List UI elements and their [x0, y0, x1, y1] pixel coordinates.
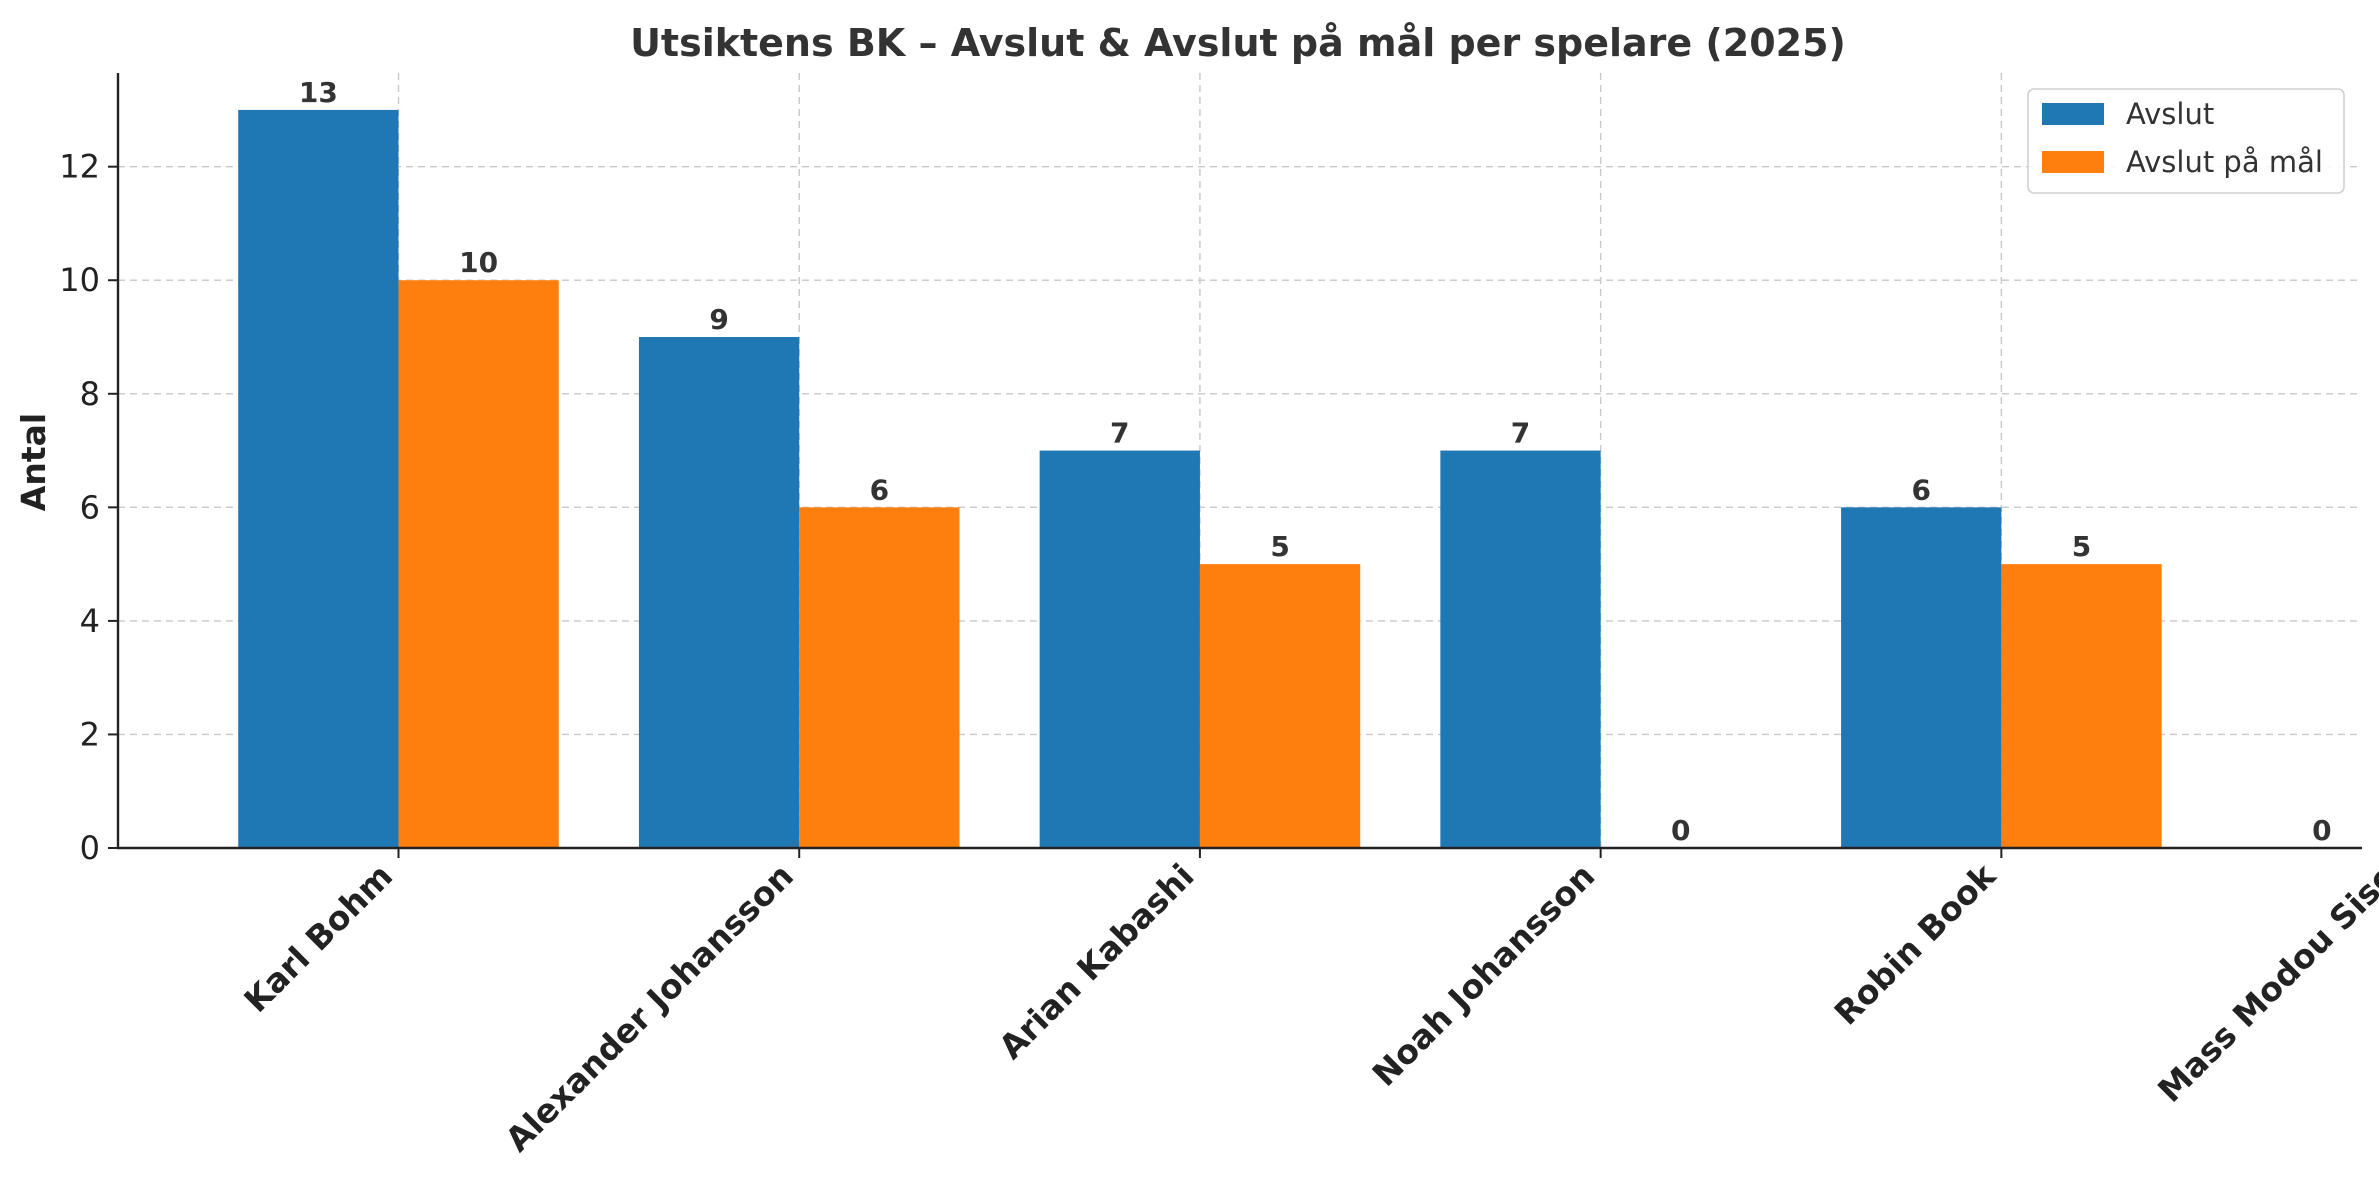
y-axis-label: Antal [14, 413, 53, 511]
legend-box [2027, 88, 2345, 194]
bar-avslut [1841, 507, 2002, 848]
y-tick-label: 8 [80, 375, 100, 413]
bar-avslut-pa-mal [2001, 564, 2162, 848]
bars [238, 109, 2162, 848]
data-label: 0 [1671, 814, 1690, 847]
y-tick-label: 2 [80, 715, 100, 753]
legend-swatch [2042, 103, 2104, 125]
x-tick-label: Karl Bohm [236, 856, 400, 1020]
data-label: 6 [870, 473, 889, 506]
data-label: 9 [709, 303, 728, 336]
y-tick-label: 12 [59, 148, 100, 186]
y-tick-label: 6 [80, 488, 100, 526]
data-label: 7 [1110, 417, 1129, 450]
x-tick-label: Arian Kabashi [991, 856, 1201, 1066]
data-label: 10 [459, 246, 498, 279]
data-label: 0 [2312, 814, 2331, 847]
bar-avslut-pa-mal [1199, 564, 1361, 848]
data-label: 5 [1270, 530, 1289, 563]
legend-swatch [2042, 151, 2104, 173]
x-tick-label: Mass Modou Sise [2150, 856, 2379, 1110]
y-tick-label: 0 [80, 829, 100, 867]
y-tick-label: 4 [80, 602, 100, 640]
data-labels: 13977601065056 [299, 76, 2332, 847]
legend: Avslut Avslut på mål [2027, 88, 2345, 194]
x-tick-label: Robin Book [1827, 855, 2004, 1032]
bar-avslut [1039, 450, 1200, 848]
bar-avslut [638, 337, 800, 848]
y-tick-label: 10 [59, 261, 100, 299]
data-label: 7 [1511, 417, 1530, 450]
data-label: 13 [299, 76, 338, 109]
legend-label: Avslut [2126, 97, 2214, 131]
bar-avslut [1440, 450, 1601, 848]
bar-avslut-pa-mal [398, 280, 559, 848]
bar-avslut-pa-mal [799, 507, 960, 848]
chart-title: Utsiktens BK – Avslut & Avslut på mål pe… [630, 21, 1846, 65]
data-label: 5 [2072, 530, 2091, 563]
legend-label: Avslut på mål [2126, 145, 2323, 179]
data-label: 6 [1911, 473, 1930, 506]
bar-avslut [238, 109, 399, 848]
x-tick-label: Noah Johansson [1365, 856, 1603, 1094]
x-tick-label: Alexander Johansson [498, 856, 801, 1159]
